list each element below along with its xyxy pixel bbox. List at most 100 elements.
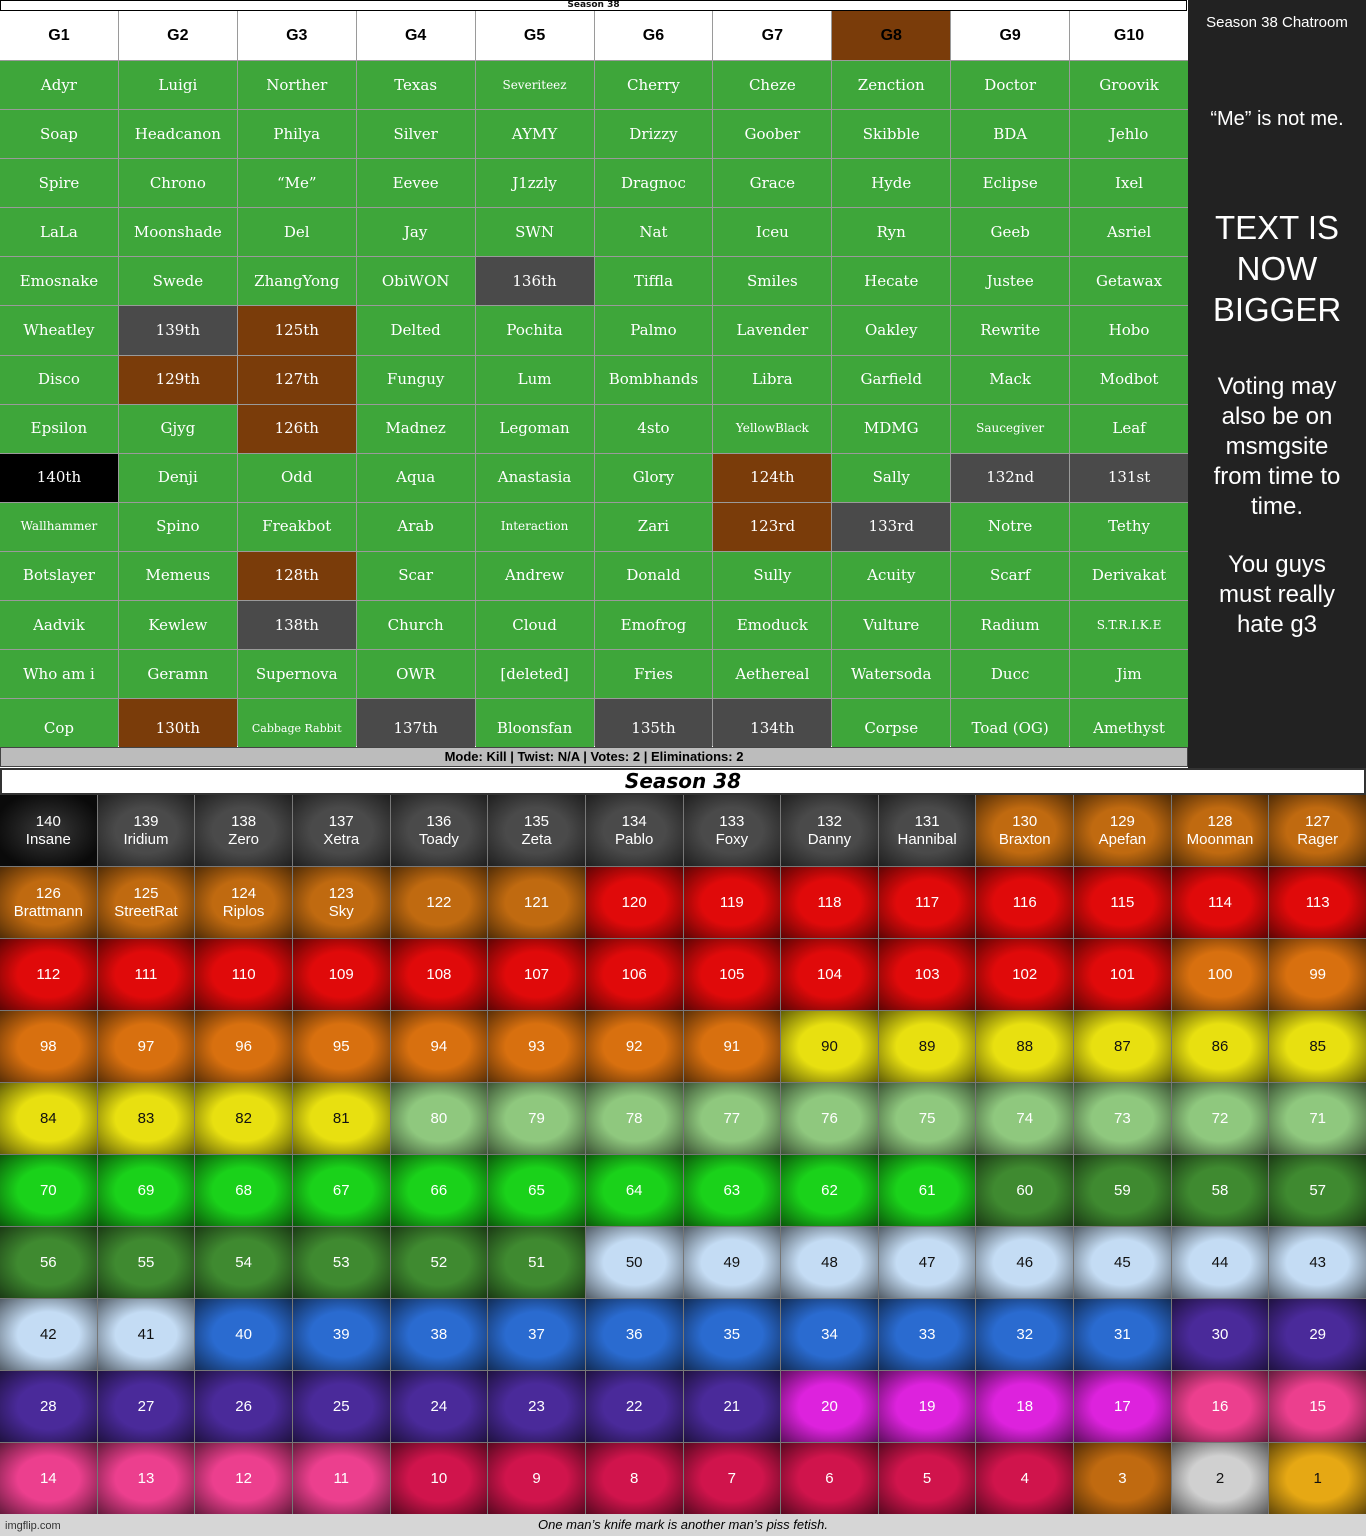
- placement-number: 10: [430, 1469, 448, 1487]
- group-header: G3: [237, 11, 356, 60]
- group-member-cell: J1zzly: [475, 159, 594, 208]
- placement-number: 32: [1016, 1325, 1034, 1343]
- placement-number: 51: [528, 1253, 545, 1271]
- footer-caption: One man’s knife mark is another man’s pi…: [538, 1517, 828, 1532]
- placement-cell: 105: [683, 939, 781, 1010]
- placement-number: 38: [430, 1325, 448, 1343]
- placement-cell: 92: [585, 1011, 683, 1082]
- placement-cell: 63: [683, 1155, 781, 1226]
- placement-number: 119: [719, 893, 744, 911]
- group-header: G9: [951, 11, 1070, 60]
- group-member-cell: Ryn: [832, 208, 951, 257]
- placement-cell: 3: [1074, 1443, 1171, 1514]
- placement-number: 136: [426, 812, 452, 830]
- placement-cell: 81: [292, 1083, 390, 1154]
- group-member-cell: 138th: [237, 601, 356, 650]
- placement-number: 26: [235, 1397, 252, 1415]
- placement-number: 72: [1211, 1109, 1229, 1127]
- placement-number: 71: [1309, 1109, 1327, 1127]
- group-member-cell: Libra: [713, 355, 832, 404]
- placement-cell: 100: [1171, 939, 1269, 1010]
- placement-cell: 140 Insane: [0, 795, 97, 866]
- placement-cell: 114: [1171, 867, 1269, 938]
- group-member-cell: Wallhammer: [0, 502, 118, 551]
- group-member-cell: Dragnoc: [594, 159, 713, 208]
- placement-cell: 86: [1171, 1011, 1269, 1082]
- placement-cell: 74: [976, 1083, 1074, 1154]
- group-member-cell: 133rd: [832, 502, 951, 551]
- placement-number: 67: [332, 1181, 350, 1199]
- placement-number: 82: [235, 1109, 252, 1127]
- group-member-cell: Emoduck: [713, 601, 832, 650]
- group-header: G6: [594, 11, 713, 60]
- placements-grid: 140 Insane 139 Iridium 138 Zero 137 Xetra 136 Toa…: [0, 795, 1366, 1514]
- placement-cell: 128 Moonman: [1171, 795, 1269, 866]
- placement-number: 13: [137, 1469, 155, 1487]
- placement-number: 52: [430, 1253, 448, 1271]
- group-member-cell: [deleted]: [475, 650, 594, 699]
- placement-number: 68: [235, 1181, 252, 1199]
- placement-cell: 32: [976, 1299, 1074, 1370]
- placement-number: 28: [39, 1397, 57, 1415]
- placement-number: 36: [625, 1325, 643, 1343]
- group-member-cell: Disco: [0, 355, 118, 404]
- placement-number: 125: [133, 884, 159, 902]
- placement-number: 130: [1012, 812, 1038, 830]
- placement-cell: 24: [390, 1371, 488, 1442]
- placement-number: 39: [332, 1325, 350, 1343]
- group-member-cell: 132nd: [951, 453, 1070, 502]
- group-member-cell: Scarf: [951, 551, 1070, 601]
- group-member-cell: MDMG: [832, 404, 951, 453]
- group-member-cell: Legoman: [475, 404, 594, 453]
- group-member-cell: Bombhands: [594, 355, 713, 404]
- placement-number: 18: [1016, 1397, 1034, 1415]
- placement-number: 85: [1309, 1037, 1327, 1055]
- placement-cell: 60: [976, 1155, 1074, 1226]
- group-member-cell: 4sto: [594, 404, 713, 453]
- placement-number: 62: [821, 1181, 838, 1199]
- placement-number: 66: [430, 1181, 448, 1199]
- group-member-cell: Eclipse: [951, 159, 1070, 208]
- group-member-cell: Cheze: [713, 61, 832, 110]
- placement-name: Apefan: [1098, 830, 1147, 848]
- placement-cell: 110: [195, 939, 292, 1010]
- placement-cell: 19: [878, 1371, 976, 1442]
- group-member-cell: Donald: [594, 551, 713, 601]
- group-member-cell: Emofrog: [594, 601, 713, 650]
- placement-name: Sky: [328, 902, 354, 920]
- placement-cell: 1: [1269, 1443, 1366, 1514]
- placement-cell: 10: [390, 1443, 488, 1514]
- group-member-cell: Jay: [356, 208, 475, 257]
- placement-cell: 68: [195, 1155, 292, 1226]
- placement-number: 116: [1012, 893, 1037, 911]
- placement-cell: 15: [1269, 1371, 1366, 1442]
- placement-cell: 36: [585, 1299, 683, 1370]
- group-member-cell: Adyr: [0, 61, 118, 110]
- groups-grid: G1 G2 G3 G4 G5 G6 G7 G8 G9 G10 Adyr Luigi Norther Tex…: [0, 11, 1188, 759]
- chatroom-voting-note: Voting may also be on msmgsite from time…: [1213, 373, 1341, 520]
- placement-cell: 76: [781, 1083, 878, 1154]
- placement-cell: 94: [390, 1011, 488, 1082]
- placement-number: 60: [1016, 1181, 1034, 1199]
- placement-number: 113: [1305, 893, 1330, 911]
- placement-number: 79: [528, 1109, 545, 1127]
- placement-number: 11: [333, 1469, 350, 1487]
- top-season-title: Season 38: [0, 0, 1187, 11]
- placement-number: 24: [430, 1397, 448, 1415]
- placement-number: 69: [137, 1181, 155, 1199]
- group-member-cell: Kewlew: [118, 601, 237, 650]
- placement-number: 88: [1016, 1037, 1034, 1055]
- placement-cell: 47: [878, 1227, 976, 1298]
- placement-number: 6: [825, 1469, 834, 1487]
- placement-number: 138: [231, 812, 257, 830]
- placement-cell: 90: [781, 1011, 878, 1082]
- placement-cell: 113: [1269, 867, 1366, 938]
- placement-number: 110: [231, 965, 256, 983]
- placement-cell: 72: [1171, 1083, 1269, 1154]
- placement-number: 134: [621, 812, 647, 830]
- season-title: Season 38: [0, 768, 1366, 795]
- group-member-cell: Aethereal: [713, 650, 832, 699]
- chatroom-note: “Me” is not me.: [1210, 108, 1344, 130]
- placement-name: Rager: [1297, 830, 1339, 848]
- group-member-cell: Justee: [951, 257, 1070, 306]
